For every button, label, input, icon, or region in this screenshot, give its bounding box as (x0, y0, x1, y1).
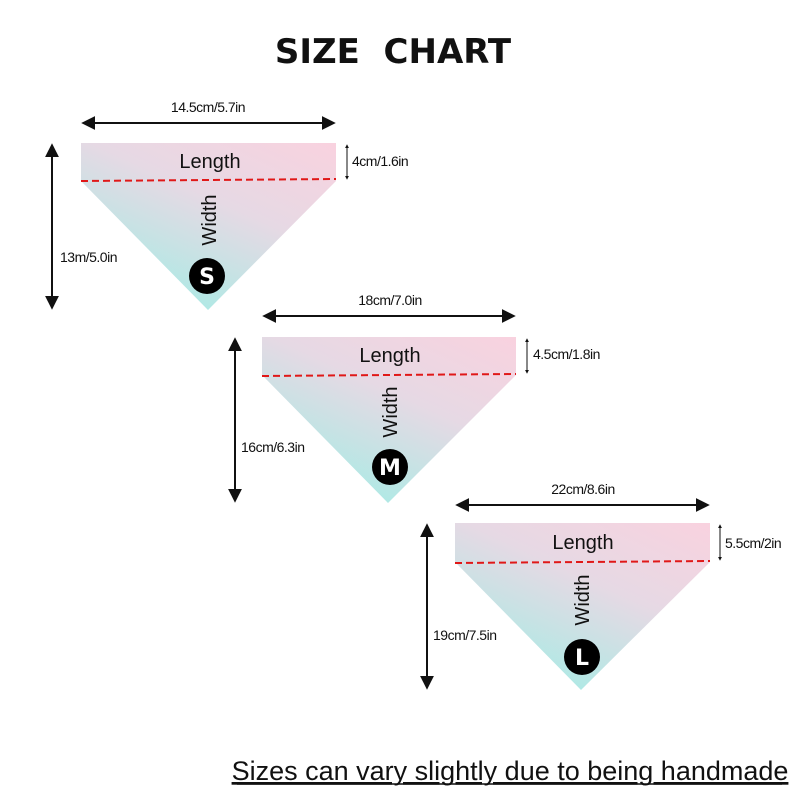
bandana-size-l: 22cm/8.6in 5.5cm/2in 19cm/7.5in Length W… (420, 481, 782, 690)
top-width-label: 18cm/7.0in (358, 292, 421, 308)
total-height-label: 19cm/7.5in (433, 627, 496, 643)
size-badge-letter: M (379, 456, 401, 481)
size-badge-letter: L (575, 646, 589, 671)
bandana-shape (81, 143, 336, 310)
fold-line (454, 560, 711, 564)
band-height-label: 4cm/1.6in (352, 153, 408, 169)
bandana-shape (455, 523, 710, 690)
width-label: Width (572, 574, 594, 625)
handmade-disclaimer: Sizes can vary slightly due to being han… (232, 756, 789, 786)
bandana-size-s: 14.5cm/5.7in 4cm/1.6in 13m/5.0in Length … (45, 99, 409, 310)
length-label: Length (359, 345, 420, 367)
size-badge (564, 639, 600, 675)
band-height-label: 5.5cm/2in (725, 535, 781, 551)
size-badge-letter: S (199, 265, 215, 290)
top-width-label: 22cm/8.6in (551, 481, 614, 497)
width-label: Width (199, 194, 221, 245)
total-height-label: 13m/5.0in (60, 249, 117, 265)
total-height-label: 16cm/6.3in (241, 439, 304, 455)
fold-line (80, 178, 337, 182)
size-badge (372, 449, 408, 485)
length-label: Length (552, 532, 613, 554)
fold-line (261, 373, 517, 377)
size-badge (189, 258, 225, 294)
page-title: SIZE CHART (275, 32, 512, 72)
length-label: Length (179, 151, 240, 173)
width-label: Width (380, 386, 402, 437)
bandana-shape (262, 337, 516, 503)
bandana-size-m: 18cm/7.0in 4.5cm/1.8in 16cm/6.3in Length… (228, 292, 600, 503)
band-height-label: 4.5cm/1.8in (533, 346, 600, 362)
top-width-label: 14.5cm/5.7in (171, 99, 245, 115)
